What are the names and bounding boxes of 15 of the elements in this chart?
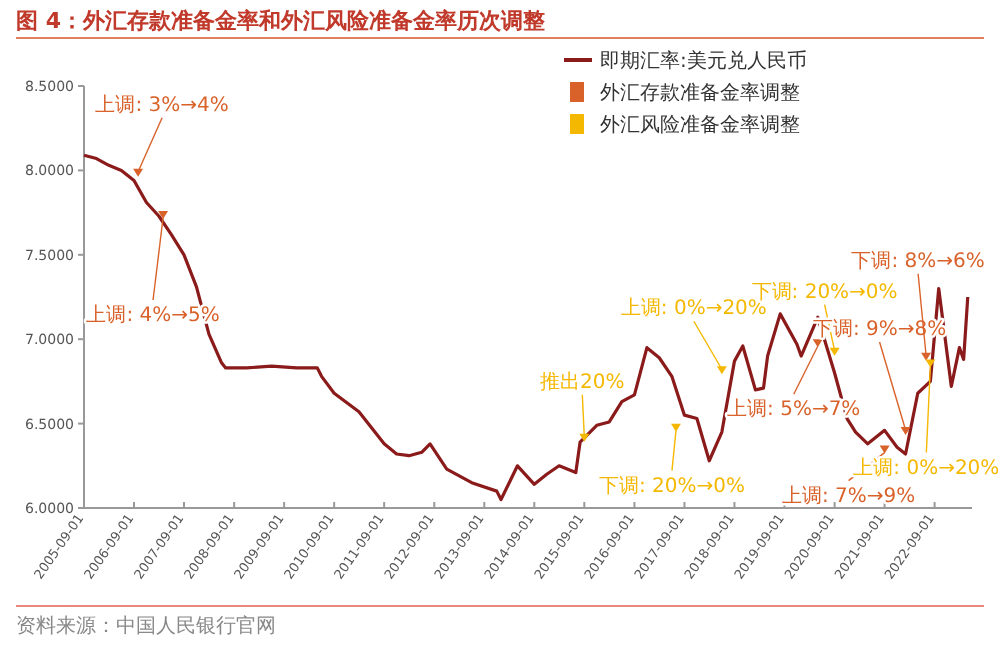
- point: [670, 423, 681, 432]
- annotation: 下调: 8%→6%: [851, 248, 985, 273]
- text: 资料来源：中国人民银行官网: [16, 614, 276, 638]
- annotation: 推出20%: [540, 369, 625, 394]
- legend-label: 外汇存款准备金率调整: [600, 81, 800, 105]
- legend-label: 外汇风险准备金率调整: [600, 113, 800, 137]
- chart-title: 图 4：外汇存款准备金率和外汇风险准备金率历次调整: [16, 8, 547, 34]
- point: [812, 339, 823, 348]
- annotation: 下调: 20%→0%: [598, 473, 745, 498]
- point: [900, 427, 911, 436]
- point: [716, 366, 727, 375]
- point: [158, 210, 169, 219]
- legend-label: 即期汇率:美元兑人民币: [600, 49, 807, 73]
- annotation: 上调: 3%→4%: [95, 92, 229, 117]
- annotation: 上调: 7%→9%: [781, 483, 916, 508]
